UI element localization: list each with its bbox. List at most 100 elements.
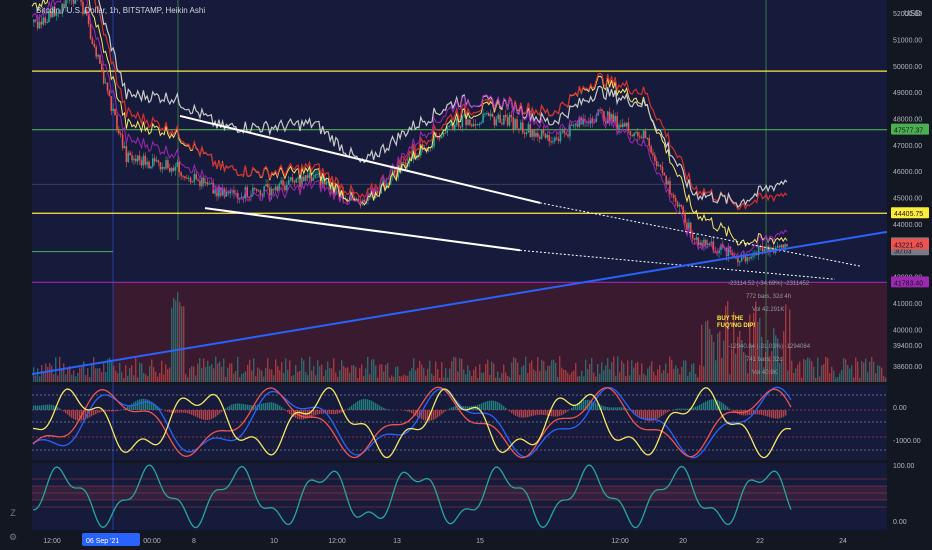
volume-bar (825, 356, 827, 382)
osc1-bar (71, 410, 73, 418)
osc2-zone (32, 486, 887, 500)
osc1-bar (77, 410, 79, 421)
candle-body (544, 133, 547, 138)
candle-body (112, 108, 114, 111)
volume-bar (651, 361, 653, 382)
volume-bar (389, 377, 391, 382)
candle-body (669, 181, 671, 194)
volume-bar (755, 301, 757, 382)
volume-bar (633, 367, 635, 382)
candle-body (106, 82, 109, 91)
candle-body (516, 119, 518, 129)
volume-bar (837, 376, 839, 382)
candle-body (293, 181, 296, 183)
osc1-bar (251, 405, 253, 410)
osc1-bar (557, 410, 559, 417)
volume-bar (575, 362, 577, 382)
price-tick-label: 39400.00 (893, 343, 922, 350)
volume-bar (149, 366, 151, 382)
volume-bar (443, 377, 445, 382)
osc1-bar (245, 404, 247, 410)
magnet-icon[interactable]: Z (10, 508, 16, 518)
settings-icon[interactable]: ⚙ (8, 532, 18, 542)
volume-bar (855, 357, 857, 382)
osc1-bar (271, 402, 273, 410)
price-tick-label: 51000.00 (893, 38, 922, 45)
candle-body (125, 146, 128, 163)
volume-bar (231, 363, 233, 382)
volume-bar (337, 376, 339, 382)
volume-bar (473, 369, 475, 382)
osc1-bar (611, 407, 613, 410)
osc1-bar (153, 403, 155, 410)
candle-body (438, 137, 441, 139)
volume-bar (607, 358, 609, 382)
osc1-bar (581, 400, 583, 410)
osc1-bar (601, 405, 603, 410)
candle-body (170, 167, 173, 172)
volume-bar (489, 375, 491, 382)
volume-bar (137, 377, 139, 382)
candle-body (554, 137, 556, 142)
volume-bar (547, 365, 549, 382)
osc1-bar (89, 410, 91, 418)
volume-bar (247, 364, 249, 382)
osc1-bar (197, 410, 199, 418)
candle-body (620, 124, 622, 128)
currency-label[interactable]: USD (904, 9, 921, 18)
candle-body (520, 122, 522, 130)
osc1-bar (329, 410, 331, 414)
volume-bar (453, 356, 455, 382)
osc1-bar (705, 401, 707, 410)
osc1-bar (193, 410, 195, 416)
volume-bar (495, 377, 497, 382)
osc1-bar (199, 410, 201, 419)
volume-bar (189, 368, 191, 382)
candle-body (359, 201, 362, 204)
osc1-bar (49, 404, 51, 410)
volume-bar (185, 373, 187, 382)
volume-bar (409, 371, 411, 382)
candle-body (123, 146, 126, 149)
volume-bar (559, 356, 561, 382)
volume-bar (531, 360, 533, 382)
candle-body (284, 185, 286, 191)
volume-bar (153, 367, 155, 382)
osc1-bar (57, 407, 59, 410)
volume-bar (67, 368, 69, 382)
volume-bar (245, 371, 247, 382)
volume-bar (439, 377, 441, 382)
candle-body (616, 116, 618, 130)
candle-body (140, 160, 143, 166)
volume-bar (783, 331, 785, 382)
volume-bar (119, 362, 121, 382)
osc1-bar (279, 405, 281, 410)
volume-bar (97, 368, 99, 382)
osc1-bar (459, 405, 461, 410)
volume-bar (351, 365, 353, 382)
candle-body (274, 186, 277, 190)
osc1-bar (341, 410, 343, 413)
volume-bar (223, 358, 225, 382)
candle-body (236, 193, 239, 199)
volume-bar (191, 366, 193, 382)
candle-body (784, 244, 786, 248)
volume-bar (839, 373, 841, 382)
osc1-bar (231, 404, 233, 410)
osc1-bar (69, 410, 71, 417)
osc1-bar (619, 407, 621, 410)
osc1-bar (613, 407, 615, 410)
candle-body (680, 204, 683, 207)
candle-body (550, 141, 552, 143)
osc1-bar (621, 407, 623, 410)
candle-body (552, 141, 554, 143)
candle-body (267, 184, 269, 188)
osc1-bar (715, 399, 717, 410)
osc1-bar (451, 407, 453, 410)
osc1-bar (207, 410, 209, 421)
volume-bar (111, 361, 113, 382)
osc1-bar (407, 410, 409, 412)
candle-body (780, 244, 783, 248)
candle-body (314, 174, 316, 178)
